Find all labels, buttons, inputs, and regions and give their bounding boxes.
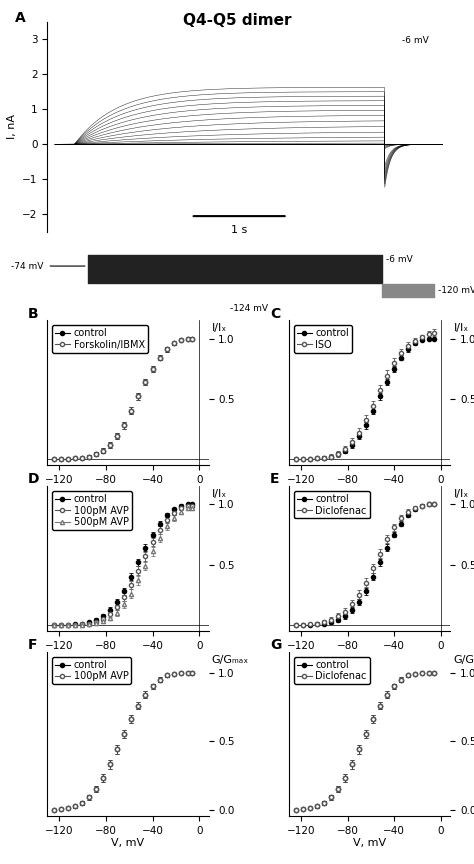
X-axis label: V, mV: V, mV — [353, 652, 386, 662]
X-axis label: V, mV: V, mV — [111, 486, 145, 496]
Text: E: E — [270, 473, 279, 486]
X-axis label: V, mV: V, mV — [353, 486, 386, 496]
Text: I/Iₓ: I/Iₓ — [454, 323, 469, 334]
Text: F: F — [28, 638, 37, 652]
Text: 1 s: 1 s — [231, 225, 247, 235]
Text: B: B — [28, 307, 39, 321]
Legend: control, Diclofenac: control, Diclofenac — [294, 492, 370, 518]
Legend: control, Diclofenac: control, Diclofenac — [294, 657, 370, 684]
Legend: control, 100pM AVP, 500pM AVP: control, 100pM AVP, 500pM AVP — [52, 492, 132, 530]
X-axis label: V, mV: V, mV — [353, 837, 386, 848]
Text: -6 mV: -6 mV — [386, 256, 412, 264]
Text: I/Iₓ: I/Iₓ — [212, 489, 227, 499]
Text: G/Gₘₐₓ: G/Gₘₐₓ — [212, 656, 249, 665]
Legend: control, 100pM AVP: control, 100pM AVP — [52, 657, 131, 684]
Legend: control, Forskolin/IBMX: control, Forskolin/IBMX — [52, 326, 148, 353]
Text: A: A — [15, 10, 26, 24]
X-axis label: V, mV: V, mV — [111, 837, 145, 848]
Y-axis label: I, nA: I, nA — [7, 114, 17, 139]
Text: Q4-Q5 dimer: Q4-Q5 dimer — [183, 13, 291, 28]
Text: I/Iₓ: I/Iₓ — [454, 489, 469, 499]
Text: I/Iₓ: I/Iₓ — [212, 323, 227, 334]
Text: D: D — [28, 473, 39, 486]
Text: G/Gₘₐₓ: G/Gₘₐₓ — [454, 656, 474, 665]
Text: -6 mV: -6 mV — [402, 36, 428, 45]
Text: C: C — [270, 307, 280, 321]
Legend: control, ISO: control, ISO — [294, 326, 352, 353]
Text: -74 mV: -74 mV — [11, 262, 44, 270]
X-axis label: V, mV: V, mV — [111, 652, 145, 662]
Text: G: G — [270, 638, 281, 652]
Text: -120 mV: -120 mV — [438, 286, 474, 295]
Text: -124 mV: -124 mV — [230, 304, 268, 313]
